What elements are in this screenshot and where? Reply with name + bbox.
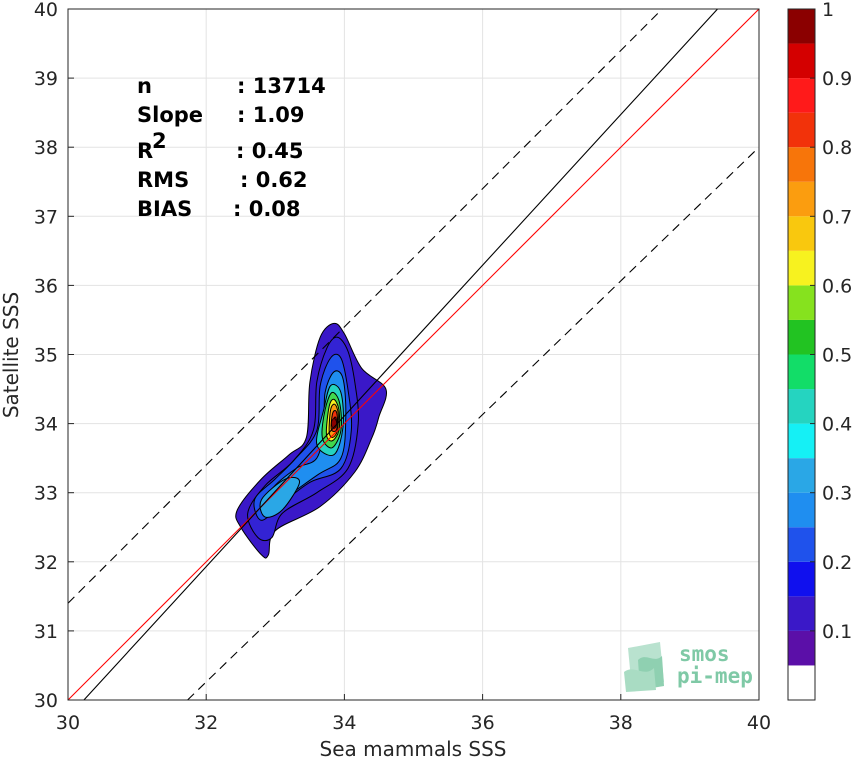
logo-text-smos: smos bbox=[679, 642, 730, 666]
x-tick-label-30: 30 bbox=[56, 712, 80, 734]
density-contour-4 bbox=[259, 476, 300, 518]
x-tick-label-34: 34 bbox=[332, 712, 356, 734]
y-tick-label-34: 34 bbox=[34, 414, 58, 436]
y-axis-ticks: 30 31 32 33 34 35 36 37 38 39 40 bbox=[34, 0, 74, 712]
colorbar-band-18 bbox=[788, 43, 815, 79]
colorbar-tick-label-4: 0.5 bbox=[822, 345, 852, 367]
stat-label-sup-2: 2 bbox=[152, 129, 167, 153]
x-tick-label-40: 40 bbox=[747, 712, 771, 734]
y-axis-label: Satellite SSS bbox=[0, 292, 23, 418]
x-axis-label: Sea mammals SSS bbox=[320, 737, 507, 761]
stat-value-0: : 13714 bbox=[237, 74, 326, 98]
grid-lines bbox=[67, 8, 760, 701]
colorbar-band-12 bbox=[788, 250, 815, 286]
colorbar-band-6 bbox=[788, 458, 815, 493]
stat-label-3: RMS bbox=[137, 168, 189, 192]
y-tick-label-36: 36 bbox=[34, 275, 58, 297]
colorbar-tick-label-1: 0.2 bbox=[822, 552, 852, 574]
stat-value-4: : 0.08 bbox=[233, 197, 301, 221]
y-tick-label-32: 32 bbox=[34, 552, 58, 574]
colorbar-tick-label-2: 0.3 bbox=[822, 483, 852, 505]
x-tick-label-38: 38 bbox=[609, 712, 633, 734]
stat-label-4: BIAS bbox=[137, 197, 192, 221]
y-tick-label-31: 31 bbox=[34, 621, 58, 643]
colorbar-tick-label-9: 1 bbox=[822, 0, 834, 21]
y-tick-label-35: 35 bbox=[34, 345, 58, 367]
reference-lines bbox=[67, 8, 760, 701]
colorbar-band-10 bbox=[788, 319, 815, 355]
lower-bound-line bbox=[187, 146, 760, 701]
colorbar-band-4 bbox=[788, 527, 815, 562]
y-tick-label-30: 30 bbox=[34, 690, 58, 712]
y-tick-label-40: 40 bbox=[34, 0, 58, 21]
colorbar-tick-label-0: 0.1 bbox=[822, 621, 852, 643]
colorbar-tick-label-7: 0.8 bbox=[822, 137, 852, 159]
x-tick-label-32: 32 bbox=[194, 712, 218, 734]
colorbar-band-7 bbox=[788, 423, 815, 459]
colorbar-band-11 bbox=[788, 285, 815, 320]
colorbar-band-16 bbox=[788, 112, 815, 148]
logo-icon bbox=[624, 642, 664, 692]
y-tick-label-39: 39 bbox=[34, 68, 58, 90]
stat-label-2: R bbox=[137, 139, 153, 163]
colorbar-band-8 bbox=[788, 389, 815, 424]
colorbar-band-19 bbox=[788, 9, 815, 44]
stat-label-1: Slope bbox=[137, 103, 203, 127]
colorbar-band-0 bbox=[788, 665, 815, 700]
colorbar-band-13 bbox=[788, 216, 815, 251]
regression-line bbox=[83, 8, 718, 701]
colorbar-band-17 bbox=[788, 78, 815, 113]
smos-pi-mep-logo: smos pi-mep bbox=[624, 642, 753, 692]
x-tick-label-36: 36 bbox=[471, 712, 495, 734]
colorbar-tick-label-5: 0.6 bbox=[822, 275, 852, 297]
colorbar-tick-label-3: 0.4 bbox=[822, 414, 852, 436]
density-contours bbox=[235, 322, 388, 559]
colorbar-band-2 bbox=[788, 596, 815, 631]
colorbar-tick-label-6: 0.7 bbox=[822, 206, 852, 228]
y-tick-label-33: 33 bbox=[34, 483, 58, 505]
x-axis-ticks: 30 32 34 36 38 40 bbox=[56, 694, 771, 734]
colorbar-band-5 bbox=[788, 492, 815, 528]
colorbar-band-15 bbox=[788, 147, 815, 182]
stat-value-2: : 0.45 bbox=[236, 139, 304, 163]
colorbar-band-9 bbox=[788, 354, 815, 390]
stat-value-3: : 0.62 bbox=[240, 168, 308, 192]
colorbar-tick-label-8: 0.9 bbox=[822, 68, 852, 90]
colorbar-band-3 bbox=[788, 561, 815, 597]
stat-label-0: n bbox=[137, 74, 152, 98]
colorbar-band-14 bbox=[788, 181, 815, 217]
stat-value-1: : 1.09 bbox=[237, 103, 305, 127]
statistics-box: n : 13714 Slope : 1.09 R2 : 0.45 RMS : 0.62 BIAS… bbox=[137, 74, 326, 221]
identity-line bbox=[67, 8, 760, 701]
logo-text-pi-mep: pi-mep bbox=[677, 664, 753, 688]
colorbar: 0.1 0.2 0.3 0.4 0.5 0.6 0.7 0.8 0.9 1 bbox=[787, 0, 852, 701]
y-tick-label-37: 37 bbox=[34, 206, 58, 228]
upper-bound-line bbox=[67, 8, 663, 604]
colorbar-band-1 bbox=[788, 630, 815, 666]
y-tick-label-38: 38 bbox=[34, 137, 58, 159]
